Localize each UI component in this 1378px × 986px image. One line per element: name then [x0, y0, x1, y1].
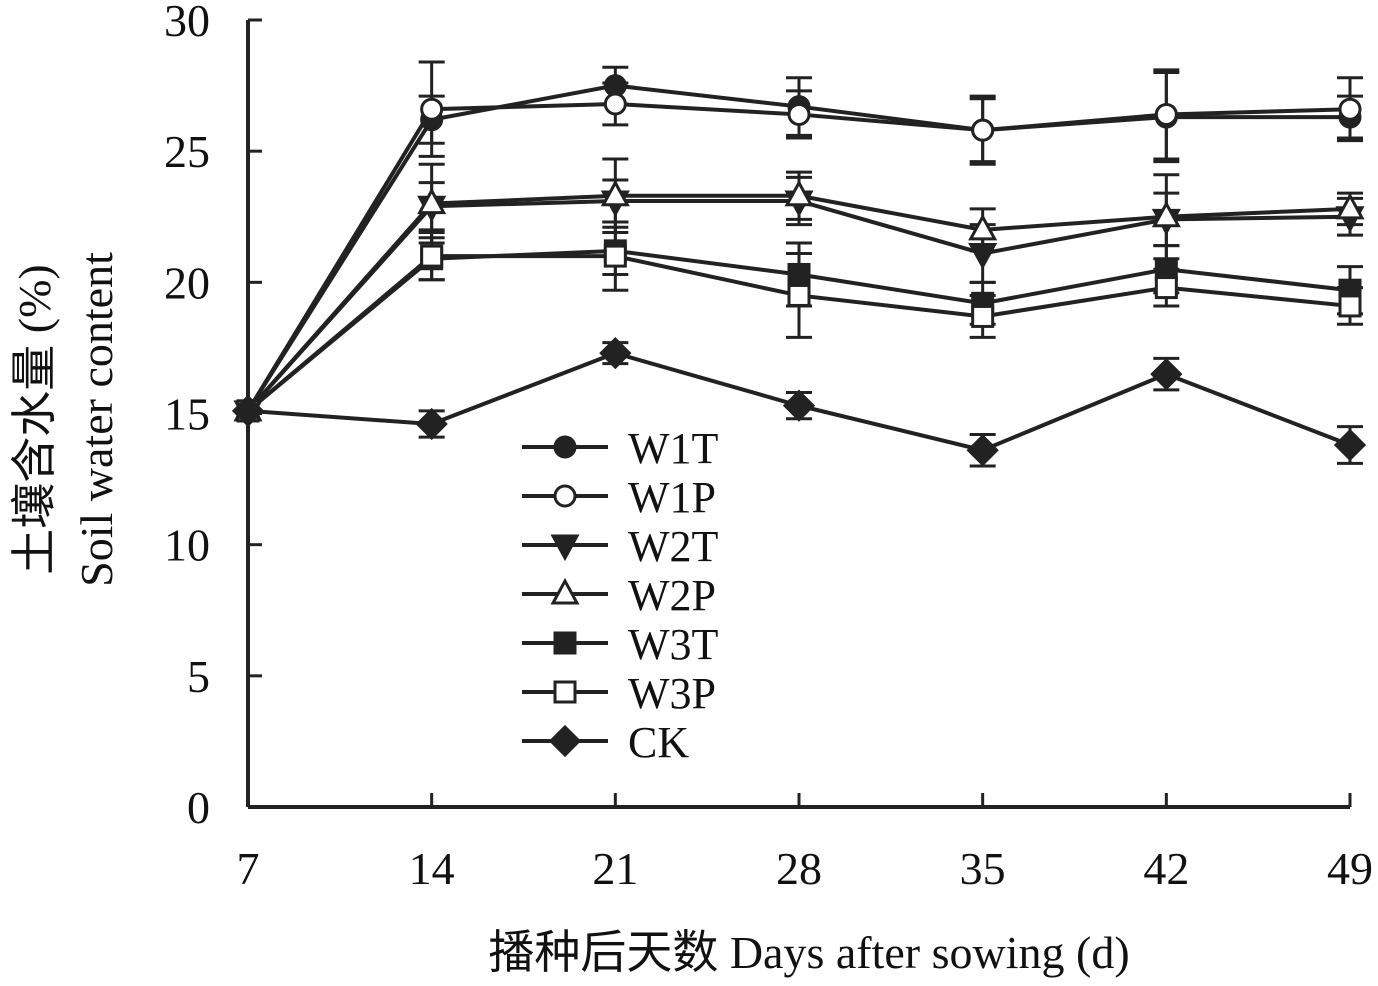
series-w3p	[236, 220, 1363, 423]
y-tick-label: 20	[164, 257, 210, 308]
data-point	[1335, 192, 1365, 220]
legend-marker	[553, 435, 577, 459]
legend-item-w3p: W3P	[522, 669, 716, 718]
x-tick-label: 49	[1327, 843, 1373, 894]
x-tick-label: 28	[776, 843, 822, 894]
data-point	[1151, 200, 1181, 228]
data-point	[420, 97, 444, 121]
y-axis-label-cn: 土壤含水量 (%)	[9, 264, 60, 574]
data-point	[782, 389, 816, 422]
legend-marker	[550, 534, 580, 562]
axis-labels: 播种后天数 Days after sowing (d) 土壤含水量 (%) So…	[9, 252, 1130, 978]
legend-label: W2P	[628, 571, 716, 620]
legend-item-w3t: W3T	[522, 620, 719, 669]
data-point	[1338, 97, 1362, 121]
legend-marker	[553, 680, 577, 704]
plot-area	[231, 60, 1367, 468]
legend-item-ck: CK	[522, 718, 689, 767]
legend-label: W3T	[628, 620, 719, 669]
data-point	[784, 179, 814, 207]
y-axis-label-en: Soil water content	[71, 252, 122, 587]
y-tick-label: 10	[164, 520, 210, 571]
series-w1p	[236, 60, 1363, 423]
x-tick-label: 21	[592, 843, 638, 894]
data-point	[603, 92, 627, 116]
series-ck	[231, 337, 1367, 468]
data-point	[600, 179, 630, 207]
axes: 0 5 10 15 20 25 30 7 14 21 28 35 42 49	[164, 0, 1373, 894]
x-tick-label: 42	[1143, 843, 1189, 894]
y-tick-label: 5	[187, 651, 210, 702]
legend-label: W3P	[628, 669, 716, 718]
data-point	[231, 394, 265, 427]
x-tick-label: 35	[960, 843, 1006, 894]
y-tick-label: 30	[164, 0, 210, 46]
legend-item-w1t: W1T	[522, 424, 719, 473]
data-point	[787, 283, 811, 307]
legend-marker	[553, 631, 577, 655]
data-point	[971, 118, 995, 142]
legend-label: CK	[628, 718, 689, 767]
legend-marker	[548, 724, 582, 758]
x-axis-label: 播种后天数 Days after sowing (d)	[488, 927, 1129, 978]
y-tick-label: 0	[187, 782, 210, 833]
data-point	[1154, 102, 1178, 126]
data-point	[415, 407, 448, 441]
data-point	[420, 244, 444, 268]
data-point	[599, 337, 632, 370]
legend-item-w2p: W2P	[522, 571, 716, 620]
data-point	[1338, 294, 1362, 318]
legend-label: W1T	[628, 424, 719, 473]
data-point	[1154, 276, 1178, 300]
y-tick-label: 15	[164, 389, 210, 440]
data-point	[1150, 358, 1183, 391]
data-point	[966, 434, 999, 467]
y-tick-label: 25	[164, 126, 210, 177]
x-tick-label: 7	[237, 843, 260, 894]
data-point	[971, 304, 995, 328]
legend-label: W1P	[628, 473, 716, 522]
legend-label: W2T	[628, 522, 719, 571]
data-point	[787, 102, 811, 126]
data-point	[603, 244, 627, 268]
legend-marker	[550, 577, 580, 605]
legend-item-w1p: W1P	[522, 473, 716, 522]
x-tick-label: 14	[409, 843, 455, 894]
data-point	[968, 213, 998, 241]
data-point	[417, 187, 447, 215]
legend-item-w2t: W2T	[522, 522, 719, 571]
legend-marker	[553, 484, 577, 508]
data-point	[1333, 428, 1367, 462]
